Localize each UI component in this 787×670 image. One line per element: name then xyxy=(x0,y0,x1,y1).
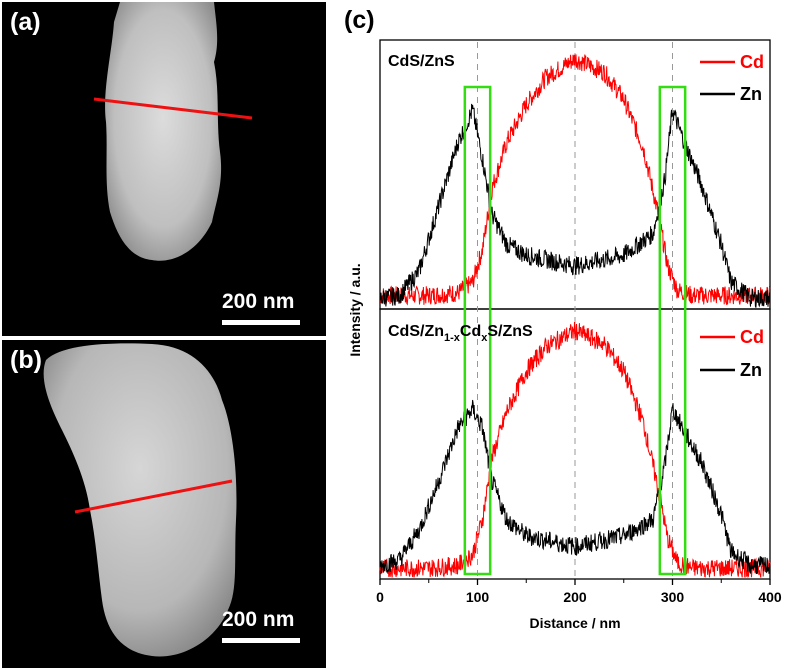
legend-cd-label-bottom: Cd xyxy=(740,327,764,347)
bottom-plot-title: CdS/Zn1-xCdxS/ZnS xyxy=(388,323,533,344)
y-axis-label: Intensity / a.u. xyxy=(347,263,363,356)
x-tick-label-0: 0 xyxy=(376,589,384,605)
title-subscript-1: 1-x xyxy=(444,332,461,344)
nanorod-a-graphic xyxy=(93,2,253,261)
series-cd-line-bottom xyxy=(379,321,771,578)
x-tick-label-100: 100 xyxy=(466,589,490,605)
linescan-path-a xyxy=(93,97,253,120)
x-tick-label-300: 300 xyxy=(661,589,685,605)
scale-text-a: 200 nm xyxy=(222,290,295,313)
x-tick-label-400: 400 xyxy=(758,589,782,605)
panel-label-a: (a) xyxy=(10,8,41,36)
legend-cd-label-top: Cd xyxy=(740,52,764,72)
highlight-box-1 xyxy=(463,85,492,576)
x-axis-label: Distance / nm xyxy=(529,615,620,631)
bottom-legend: Cd Zn xyxy=(700,327,764,380)
panel-label-b: (b) xyxy=(10,346,42,374)
nanorod-b-graphic xyxy=(43,343,237,657)
scale-bar-b xyxy=(222,638,300,643)
top-series-group xyxy=(379,54,771,308)
highlight-box-2 xyxy=(658,85,687,576)
legend-zn-label-bottom: Zn xyxy=(740,360,762,380)
x-axis-ticks: 0 100 200 300 400 xyxy=(376,579,782,605)
bottom-series-group xyxy=(379,321,771,578)
legend-zn-label-top: Zn xyxy=(740,84,762,104)
x-tick-label-200: 200 xyxy=(563,589,587,605)
stem-image-a: (a) 200 nm xyxy=(2,2,326,336)
series-zn-line-bottom xyxy=(379,399,771,575)
scale-bar-a xyxy=(222,320,300,325)
title-part-1: CdS/Zn xyxy=(388,323,444,340)
highlight-boxes xyxy=(463,85,687,576)
top-plot-title: CdS/ZnS xyxy=(388,53,455,70)
title-part-3: S/ZnS xyxy=(487,323,533,340)
scale-text-b: 200 nm xyxy=(222,608,295,631)
panel-label-c: (c) xyxy=(344,6,375,34)
top-legend: Cd Zn xyxy=(700,52,764,104)
title-part-2: Cd xyxy=(460,323,481,340)
linescan-path-b xyxy=(74,479,233,514)
series-zn-line-top xyxy=(379,103,771,308)
stem-image-b: (b) 200 nm xyxy=(2,340,326,668)
nanorod-a xyxy=(105,2,222,261)
series-cd-line-top xyxy=(379,54,771,306)
title-subscript-2: x xyxy=(481,332,488,344)
